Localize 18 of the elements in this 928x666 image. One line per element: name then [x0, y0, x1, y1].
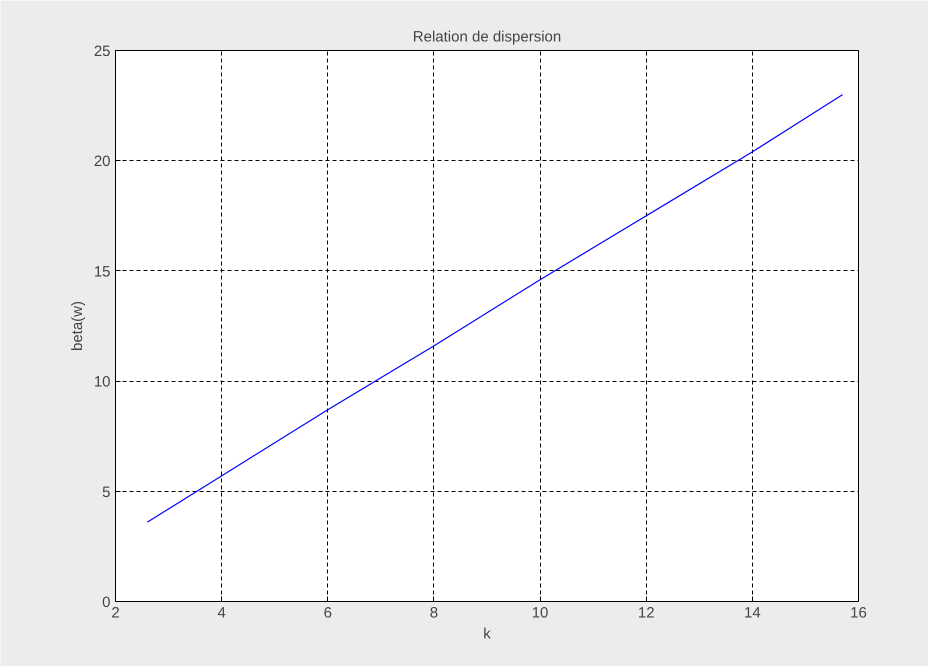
y-tick-label: 0: [102, 594, 110, 611]
chart-title: Relation de dispersion: [412, 28, 562, 46]
y-axis-title: beta(w): [68, 300, 86, 352]
y-tick-label: 25: [94, 43, 111, 60]
line-series: [146, 94, 844, 523]
x-tick-label: 10: [532, 604, 548, 622]
y-tick-label: 10: [94, 374, 111, 391]
y-tick-label: 15: [94, 263, 111, 280]
x-tick-label: 12: [638, 604, 655, 622]
x-tick-label: 6: [324, 604, 332, 622]
x-tick-label: 8: [430, 604, 438, 622]
x-tick-label: 14: [744, 604, 761, 622]
y-tick-label: 5: [102, 484, 110, 501]
x-axis-title: k: [483, 626, 492, 642]
x-tick-label: 16: [850, 604, 867, 622]
x-tick-label: 4: [217, 604, 226, 622]
x-tick-label: 2: [111, 604, 120, 622]
y-tick-label: 20: [94, 153, 111, 170]
